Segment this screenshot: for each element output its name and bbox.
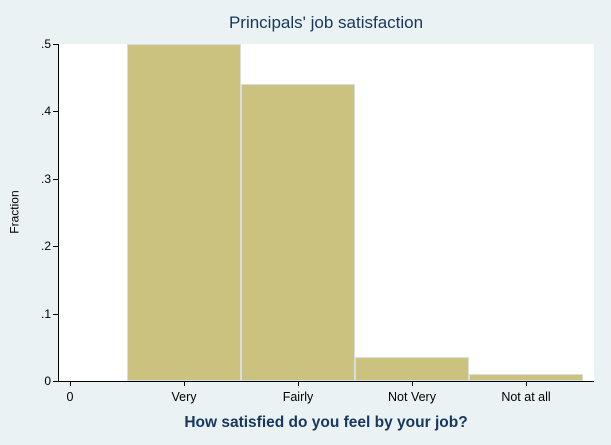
y-tick (53, 246, 58, 248)
y-tick-label: .4 (40, 104, 51, 119)
x-tick (298, 382, 299, 386)
bar-not-at-all (469, 374, 583, 381)
y-tick-label: .3 (40, 171, 51, 186)
x-axis-title: How satisfied do you feel by your job? (184, 414, 468, 431)
x-tick-label: Very (171, 390, 197, 404)
x-tick-label: Fairly (282, 390, 314, 404)
y-axis-line (58, 44, 59, 382)
bar-fairly (241, 84, 355, 381)
y-tick (53, 381, 58, 382)
x-tick-label: 0 (66, 390, 74, 404)
x-tick-label: Not Very (388, 390, 436, 404)
x-tick (526, 382, 527, 386)
y-tick (53, 111, 58, 113)
plot-area (58, 44, 594, 381)
x-tick (412, 382, 413, 386)
x-tick (184, 382, 185, 386)
bar-very (127, 44, 241, 381)
y-tick-label: .5 (40, 37, 51, 51)
y-tick-label: .1 (40, 306, 51, 321)
y-tick (53, 313, 58, 315)
x-tick (70, 382, 71, 386)
y-axis-title: Fraction (7, 190, 22, 234)
x-axis-line (58, 381, 594, 382)
y-tick-label: 0 (44, 374, 51, 388)
y-tick (53, 44, 58, 45)
y-tick (53, 178, 58, 180)
chart-title: Principals' job satisfaction (228, 13, 424, 32)
bar-not-very (355, 357, 469, 381)
x-tick-label: Not at all (501, 390, 551, 404)
y-tick-label: .2 (40, 239, 51, 254)
